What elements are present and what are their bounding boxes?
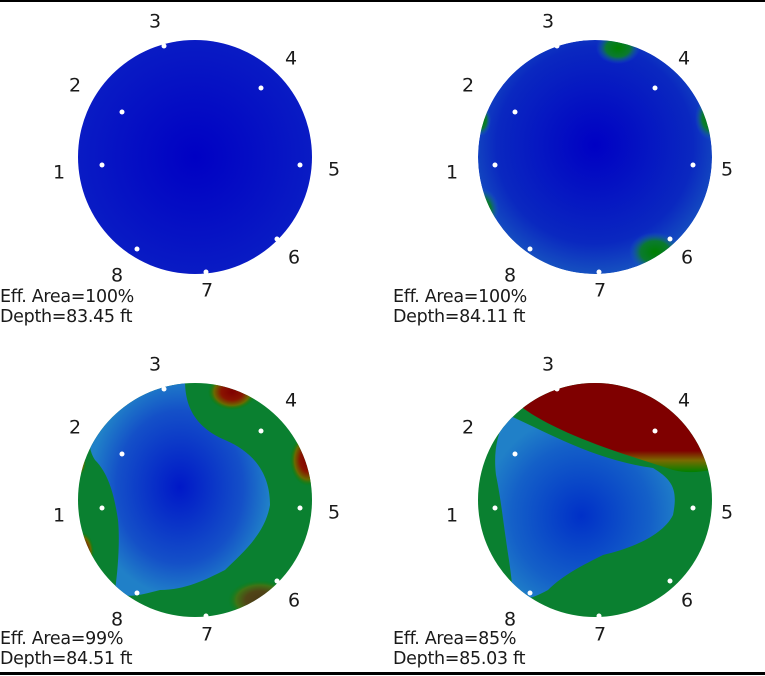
caption-depth-1: Depth=83.45 ft	[0, 307, 133, 327]
contour-panel-3: 1 2 3 4 5 6 7 8 Eff. Area=99% Depth=84.5…	[0, 340, 382, 676]
sensor-label-7: 7	[200, 279, 214, 302]
sensor-label-3: 3	[541, 353, 555, 376]
contour-panel-2: 1 2 3 4 5 6 7 8 Eff. Area=100% Depth=84.…	[393, 0, 765, 336]
sensor-label-3: 3	[541, 10, 555, 33]
sensor-label-2: 2	[461, 416, 475, 439]
caption-eff-area-1: Eff. Area=100%	[0, 287, 134, 307]
sensor-label-8: 8	[110, 264, 124, 287]
caption-eff-area-4: Eff. Area=85%	[393, 629, 517, 649]
sensor-dots	[492, 386, 696, 619]
contour-panel-4: 1 2 3 4 5 6 7 8 Eff. Area=85% Depth=85.0…	[393, 340, 765, 676]
sensor-label-5: 5	[327, 158, 341, 181]
caption-eff-area-3: Eff. Area=99%	[0, 629, 124, 649]
sensor-label-5: 5	[327, 501, 341, 524]
sensor-label-5: 5	[720, 501, 734, 524]
sensor-label-2: 2	[68, 74, 82, 97]
sensor-label-3: 3	[148, 10, 162, 33]
sensor-label-1: 1	[52, 161, 66, 184]
sensor-label-3: 3	[148, 353, 162, 376]
contour-map-1	[78, 40, 312, 275]
sensor-label-6: 6	[680, 246, 694, 269]
sensor-label-2: 2	[68, 416, 82, 439]
sensor-dots	[99, 386, 303, 619]
sensor-dots	[99, 43, 303, 275]
contour-map-3	[78, 383, 312, 619]
frame-bottom-border	[0, 672, 765, 675]
sensor-label-6: 6	[287, 589, 301, 612]
caption-depth-2: Depth=84.11 ft	[393, 307, 526, 327]
sensor-label-1: 1	[445, 504, 459, 527]
sensor-label-8: 8	[110, 608, 124, 631]
contour-map-2	[478, 40, 712, 275]
sensor-label-6: 6	[680, 589, 694, 612]
sensor-label-4: 4	[677, 389, 691, 412]
contour-panel-1: 1 2 3 4 5 6 7 8 Eff. Area=100% Depth=83.…	[0, 0, 382, 336]
caption-depth-3: Depth=84.51 ft	[0, 649, 133, 669]
sensor-label-4: 4	[284, 389, 298, 412]
caption-eff-area-2: Eff. Area=100%	[393, 287, 527, 307]
sensor-label-7: 7	[593, 623, 607, 646]
sensor-label-1: 1	[52, 504, 66, 527]
sensor-label-8: 8	[503, 608, 517, 631]
sensor-label-7: 7	[200, 623, 214, 646]
sensor-label-5: 5	[720, 158, 734, 181]
frame-top-border	[0, 0, 765, 2]
sensor-label-6: 6	[287, 246, 301, 269]
sensor-label-4: 4	[677, 47, 691, 70]
sensor-label-1: 1	[445, 161, 459, 184]
sensor-label-4: 4	[284, 47, 298, 70]
sensor-label-7: 7	[593, 279, 607, 302]
contour-map-4	[478, 383, 712, 619]
sensor-label-8: 8	[503, 264, 517, 287]
sensor-label-2: 2	[461, 74, 475, 97]
sensor-dots	[492, 43, 696, 275]
caption-depth-4: Depth=85.03 ft	[393, 649, 526, 669]
